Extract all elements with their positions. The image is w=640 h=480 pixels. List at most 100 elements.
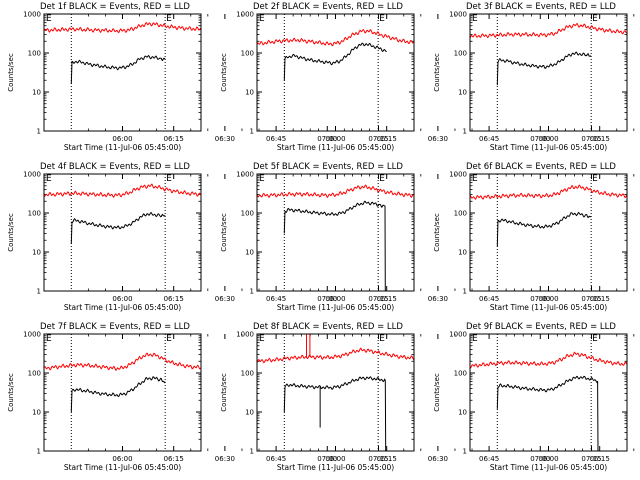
y-tick-label: 100	[241, 210, 254, 218]
events-series-line	[496, 211, 592, 247]
y-tick-label: 1	[463, 448, 467, 456]
y-tick-label: 1000	[23, 171, 41, 179]
events-series-line	[70, 211, 166, 245]
y-tick-label: 100	[241, 50, 254, 58]
e-marker: E	[592, 174, 598, 184]
panel-title: Det 5f BLACK = Events, RED = LLD	[253, 162, 403, 172]
x-tick-label: 06:00	[538, 295, 558, 303]
plot-area	[470, 184, 627, 247]
lld-series-line	[470, 22, 627, 39]
x-tick-label: 06:15	[377, 135, 397, 143]
plot-frame	[43, 13, 202, 132]
e-marker: E	[46, 174, 52, 184]
x-tick-label: 06:45	[266, 455, 286, 463]
y-axis-label: Counts/sec	[7, 53, 15, 92]
e-marker: E	[379, 14, 385, 24]
y-tick-label: 10	[458, 89, 467, 97]
lld-series-line	[470, 351, 627, 369]
plot-area	[470, 22, 627, 86]
plot-frame	[256, 333, 415, 452]
panel-det-3: Det 3f BLACK = Events, RED = LLD 1 10 100 10…	[433, 2, 635, 152]
x-tick-label: 06:15	[590, 295, 610, 303]
x-tick-label: 06:00	[325, 295, 345, 303]
lld-series-line	[257, 29, 414, 47]
lld-series-line	[257, 184, 414, 199]
panel-title: Det 2f BLACK = Events, RED = LLD	[253, 2, 403, 12]
x-tick-label: 07:15	[581, 135, 601, 143]
x-tick-label: 06:30	[428, 135, 448, 143]
x-tick-label: 06:15	[590, 455, 610, 463]
y-tick-label: 1	[37, 288, 41, 296]
y-tick-label: 1	[37, 448, 41, 456]
y-tick-label: 1	[463, 288, 467, 296]
panel-det-8: Det 8f BLACK = Events, RED = LLD11010010…	[220, 322, 602, 472]
plot-area	[44, 352, 201, 413]
panel-det-5: Det 5f BLACK = Events, RED = LLD 1 10 100 10…	[220, 162, 602, 312]
events-series-line	[496, 375, 599, 451]
e-marker: E	[592, 14, 598, 24]
y-tick-label: 100	[28, 50, 41, 58]
x-tick-label: 07:00	[317, 295, 337, 303]
y-tick-label: 1	[463, 128, 467, 136]
x-tick-label: 07:00	[530, 135, 550, 143]
y-tick-label: 10	[245, 249, 254, 257]
x-tick-label: 06:00	[325, 455, 345, 463]
e-marker: E	[592, 334, 598, 344]
y-tick-label: 10	[245, 89, 254, 97]
x-tick-label: 07:15	[368, 455, 388, 463]
x-tick-label: 06:45	[266, 135, 286, 143]
y-tick-label: 100	[241, 370, 254, 378]
lld-series-line	[470, 184, 627, 201]
plot-area	[257, 29, 414, 81]
plot-area	[44, 183, 201, 245]
e-marker: E	[166, 174, 172, 184]
y-tick-label: 1	[250, 128, 254, 136]
x-tick-label: 06:15	[377, 295, 397, 303]
e-marker: E	[259, 334, 265, 344]
y-tick-label: 100	[28, 370, 41, 378]
x-tick-label: 06:00	[112, 135, 132, 143]
y-tick-label: 100	[454, 210, 467, 218]
lld-series-line	[44, 352, 201, 371]
e-marker: E	[166, 14, 172, 24]
y-axis-label: Counts/sec	[433, 213, 441, 252]
e-marker: E	[46, 334, 52, 344]
y-tick-label: 10	[32, 249, 41, 257]
y-tick-label: 1000	[23, 11, 41, 19]
x-tick-label: 06:45	[479, 295, 499, 303]
x-axis-label: Start Time (11-Jul-06 05:45:00)	[490, 143, 607, 152]
panel-det-2: Det 2f BLACK = Events, RED = LLD11010010…	[220, 2, 602, 152]
panel-title: Det 7f BLACK = Events, RED = LLD	[40, 322, 190, 332]
e-marker: E	[472, 14, 478, 24]
x-tick-label: 06:30	[215, 295, 235, 303]
x-tick-label: 06:00	[325, 135, 345, 143]
y-tick-label: 1000	[236, 331, 254, 339]
events-series-line	[70, 375, 166, 413]
x-axis-label: Start Time (11-Jul-06 05:45:00)	[490, 463, 607, 472]
x-tick-label: 06:15	[164, 135, 184, 143]
y-tick-label: 1	[250, 448, 254, 456]
events-series-line	[283, 376, 387, 451]
plot-area	[257, 184, 414, 291]
plot-frame	[469, 333, 628, 452]
y-tick-label: 10	[245, 409, 254, 417]
x-tick-label: 06:00	[112, 455, 132, 463]
lld-series-line	[257, 347, 414, 364]
events-series-line	[283, 200, 386, 291]
e-marker: E	[46, 14, 52, 24]
y-axis-label: Counts/sec	[7, 213, 15, 252]
x-tick-label: 06:45	[479, 135, 499, 143]
y-tick-label: 1000	[236, 11, 254, 19]
e-marker: E	[166, 334, 172, 344]
y-tick-label: 100	[454, 50, 467, 58]
panel-det-9: Det 9f BLACK = Events, RED = LLD 1 10 100 10…	[433, 322, 635, 472]
y-tick-label: 10	[32, 89, 41, 97]
panel-title: Det 9f BLACK = Events, RED = LLD	[466, 322, 616, 332]
x-tick-label: 07:00	[317, 455, 337, 463]
e-marker: E	[379, 334, 385, 344]
x-tick-label: 06:00	[538, 455, 558, 463]
e-marker: E	[259, 14, 265, 24]
y-tick-label: 10	[32, 409, 41, 417]
panel-title: Det 1f BLACK = Events, RED = LLD	[40, 2, 190, 12]
